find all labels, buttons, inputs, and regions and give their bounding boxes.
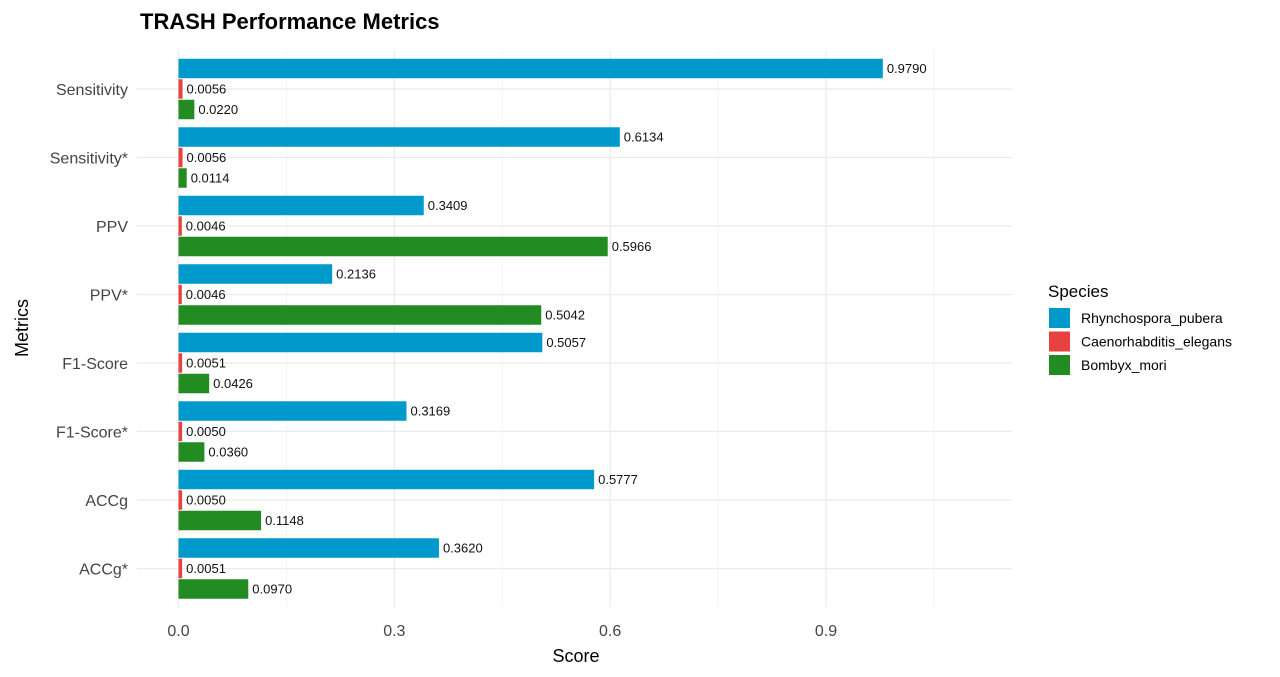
x-tick-label: 0.9: [815, 623, 837, 640]
data-label: 0.0051: [186, 561, 226, 576]
data-labels: 0.9790 0.0056 0.0220 0.6134 0.0056 0.0114 0.34…: [186, 61, 927, 597]
y-axis-title: Metrics: [12, 299, 32, 357]
bar: [178, 558, 183, 579]
data-label: 0.0970: [252, 582, 292, 597]
bar: [178, 216, 182, 236]
bar: [178, 284, 182, 305]
data-label: 0.5777: [598, 472, 638, 487]
data-label: 0.3169: [410, 404, 450, 419]
legend-title: Species: [1048, 282, 1108, 301]
bar: [178, 168, 187, 188]
y-tick-label: ACCg*: [79, 562, 128, 579]
legend-label: Bombyx_mori: [1081, 357, 1167, 373]
data-label: 0.0426: [213, 376, 253, 391]
bar: [178, 579, 249, 599]
legend-swatch: [1049, 331, 1070, 352]
y-tick-label: Sensitivity*: [50, 151, 128, 168]
bar: [178, 58, 883, 79]
bar: [178, 305, 542, 325]
data-label: 0.5966: [612, 239, 652, 254]
data-label: 0.0046: [186, 287, 226, 302]
bar: [178, 373, 210, 394]
data-label: 0.0051: [186, 356, 226, 371]
y-tick-label: PPV: [96, 219, 128, 236]
y-tick-label: F1-Score*: [56, 425, 128, 442]
legend-label: Caenorhabditis_elegans: [1081, 334, 1232, 350]
data-label: 0.0360: [208, 445, 248, 460]
data-label: 0.5042: [545, 308, 585, 323]
bar: [178, 195, 424, 216]
x-tick-label: 0.6: [599, 623, 621, 640]
data-label: 0.5057: [546, 335, 586, 350]
legend-swatch: [1049, 355, 1070, 375]
bar: [178, 442, 205, 462]
legend-swatch: [1049, 308, 1070, 328]
data-label: 0.0056: [187, 82, 227, 97]
y-tick-label: Sensitivity: [56, 82, 128, 99]
data-label: 0.9790: [887, 61, 927, 76]
bar: [178, 490, 183, 510]
data-label: 0.0050: [186, 424, 226, 439]
bar: [178, 264, 333, 284]
y-tick-label: PPV*: [90, 288, 128, 305]
data-label: 0.3620: [443, 541, 483, 556]
bar: [178, 332, 543, 353]
bar: [178, 236, 608, 257]
x-tick-label: 0.0: [167, 623, 189, 640]
chart-title: TRASH Performance Metrics: [140, 9, 440, 34]
data-label: 0.6134: [624, 130, 664, 145]
bar: [178, 79, 183, 99]
legend-label: Rhynchospora_pubera: [1081, 310, 1223, 326]
data-label: 0.1148: [265, 513, 304, 528]
bar: [178, 353, 183, 373]
bar: [178, 147, 183, 168]
x-tick-label: 0.3: [383, 623, 405, 640]
data-label: 0.0050: [186, 493, 226, 508]
x-axis-title: Score: [552, 646, 599, 666]
bar: [178, 401, 407, 421]
y-tick-labels: Sensitivity Sensitivity* PPV PPV* F1-Score F1…: [50, 82, 129, 579]
data-label: 0.0114: [191, 171, 230, 186]
y-tick-label: ACCg: [85, 493, 128, 510]
x-tick-labels: 0.0 0.3 0.6 0.9: [167, 623, 837, 640]
legend: Species Rhynchospora_pubera Caenorhabditi…: [1048, 282, 1232, 375]
y-tick-label: F1-Score: [62, 356, 128, 373]
data-label: 0.3409: [428, 198, 468, 213]
bars: [178, 58, 883, 599]
bar: [178, 510, 262, 531]
bar: [178, 421, 183, 442]
bar: [178, 99, 195, 120]
data-label: 0.0046: [186, 219, 226, 234]
bar: [178, 469, 595, 490]
data-label: 0.0220: [198, 102, 238, 117]
data-label: 0.0056: [187, 150, 227, 165]
data-label: 0.2136: [336, 267, 376, 282]
bar: [178, 127, 620, 147]
bar: [178, 538, 439, 558]
